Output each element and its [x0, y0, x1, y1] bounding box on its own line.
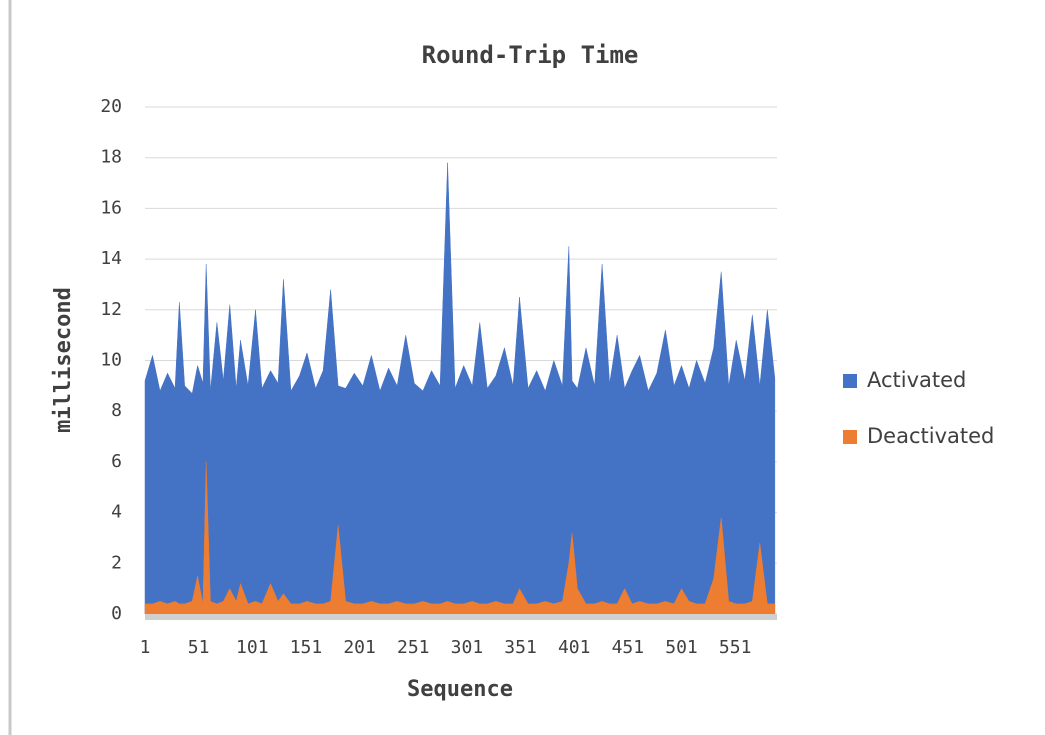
y-tick-label: 2 [111, 552, 122, 573]
chart: Round-Trip Time Sequence millisecond 0 2 4… [0, 0, 1045, 735]
y-axis-label: millisecond [51, 287, 76, 433]
x-tick-label: 1 [140, 637, 151, 658]
legend-swatch [843, 430, 857, 444]
x-tick-label: 501 [665, 637, 698, 658]
x-tick-label: 151 [290, 637, 323, 658]
x-axis-label: Sequence [407, 677, 513, 702]
x-tick-label: 101 [236, 637, 269, 658]
y-tick-label: 8 [111, 400, 122, 421]
y-tick-label: 0 [111, 603, 122, 624]
x-tick-label: 251 [397, 637, 430, 658]
x-tick-label: 451 [612, 637, 645, 658]
y-tick-label: 20 [100, 96, 122, 117]
x-tick-label: 301 [451, 637, 484, 658]
x-tick-label: 401 [558, 637, 591, 658]
y-tick-label: 4 [111, 502, 122, 523]
y-tick-label: 18 [100, 147, 122, 168]
x-tick-label: 551 [719, 637, 752, 658]
y-tick-label: 6 [111, 451, 122, 472]
y-tick-label: 14 [100, 248, 122, 269]
chart-title: Round-Trip Time [422, 41, 639, 69]
x-tick-label: 201 [343, 637, 376, 658]
legend-label: Deactivated [867, 424, 994, 448]
y-tick-label: 16 [100, 197, 122, 218]
y-tick-label: 10 [100, 350, 122, 371]
y-tick-label: 12 [100, 299, 122, 320]
x-tick-label: 351 [504, 637, 537, 658]
x-tick-label: 51 [188, 637, 210, 658]
legend-swatch [843, 374, 857, 388]
legend-label: Activated [867, 368, 966, 392]
